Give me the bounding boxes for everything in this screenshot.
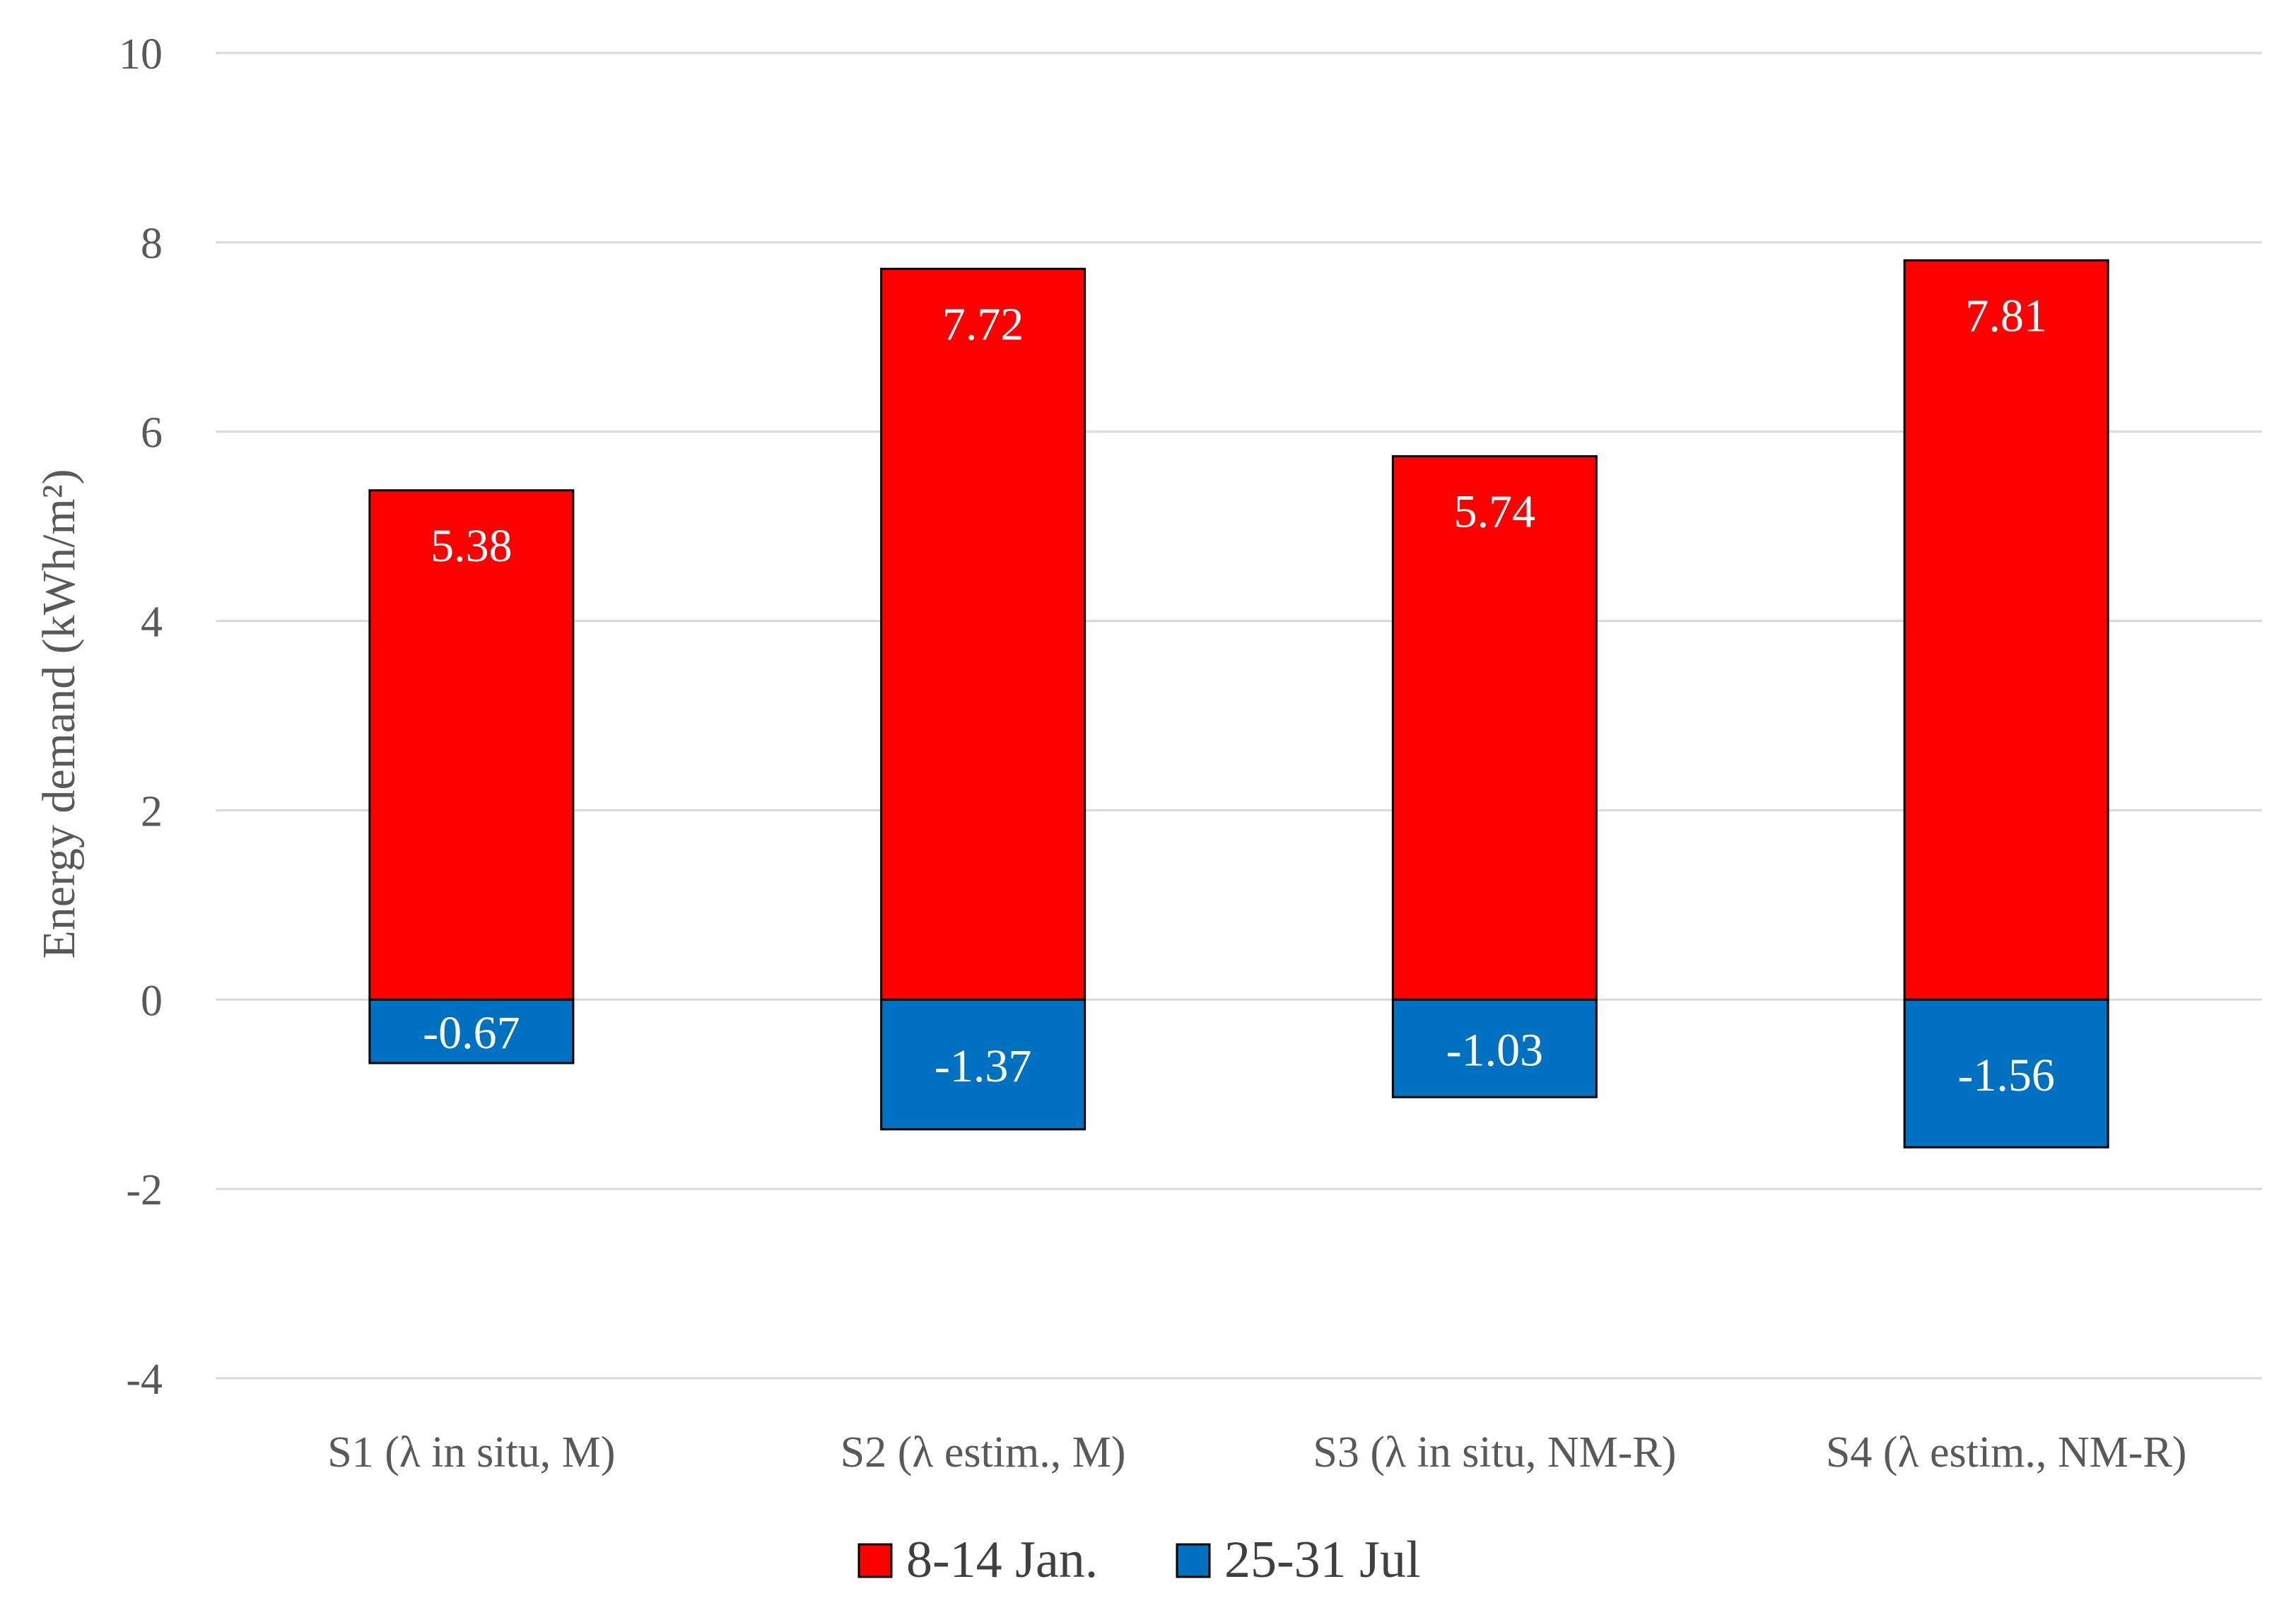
x-tick-label: S2 (λ estim., M) <box>840 1428 1126 1477</box>
x-tick-label: S4 (λ estim., NM-R) <box>1826 1428 2187 1477</box>
y-tick-label: -2 <box>126 1166 163 1214</box>
data-label: 7.72 <box>942 298 1024 350</box>
y-tick-label: 8 <box>141 220 163 268</box>
bar <box>1903 259 2109 1001</box>
y-tick-label: 10 <box>119 30 163 78</box>
bar <box>880 998 1086 1131</box>
data-label: -1.03 <box>1446 1024 1543 1076</box>
y-tick-label: 0 <box>141 977 163 1025</box>
legend-swatch <box>857 1543 893 1578</box>
legend: 8-14 Jan. 25-31 Jul <box>857 1531 1421 1589</box>
data-label: -1.56 <box>1957 1050 2054 1101</box>
y-tick-label: 2 <box>141 787 163 835</box>
bar <box>1391 455 1598 1001</box>
legend-label: 25-31 Jul <box>1224 1531 1421 1589</box>
x-tick-label: S3 (λ in situ, NM-R) <box>1313 1428 1676 1477</box>
y-tick-label: 6 <box>141 409 163 457</box>
y-axis-title: Energy demand (kWh/m²) <box>33 469 85 958</box>
bar <box>368 489 575 1001</box>
data-label: 5.38 <box>430 520 512 572</box>
bar <box>368 998 575 1064</box>
x-tick-label: S1 (λ in situ, M) <box>327 1428 615 1477</box>
data-label: 7.81 <box>1965 290 2047 341</box>
data-label: 5.74 <box>1454 486 1536 538</box>
bar <box>1903 998 2109 1149</box>
bar <box>880 267 1086 1001</box>
bar <box>1391 998 1598 1098</box>
data-label: -0.67 <box>423 1007 520 1059</box>
y-tick-label: -4 <box>126 1356 163 1404</box>
bars <box>368 259 2109 1149</box>
data-label: -1.37 <box>935 1040 1031 1092</box>
y-axis-tick-labels: 10 8 6 4 2 0 -2 -4 <box>119 30 163 1404</box>
data-labels: 5.38 -0.67 7.72 -1.37 5.74 -1.03 7.81 -1.56 <box>423 290 2055 1100</box>
legend-swatch <box>1176 1543 1211 1578</box>
y-tick-label: 4 <box>141 599 163 647</box>
x-axis-tick-labels: S1 (λ in situ, M) S2 (λ estim., M) S3 (λ i… <box>327 1428 2186 1477</box>
legend-label: 8-14 Jan. <box>906 1531 1098 1589</box>
